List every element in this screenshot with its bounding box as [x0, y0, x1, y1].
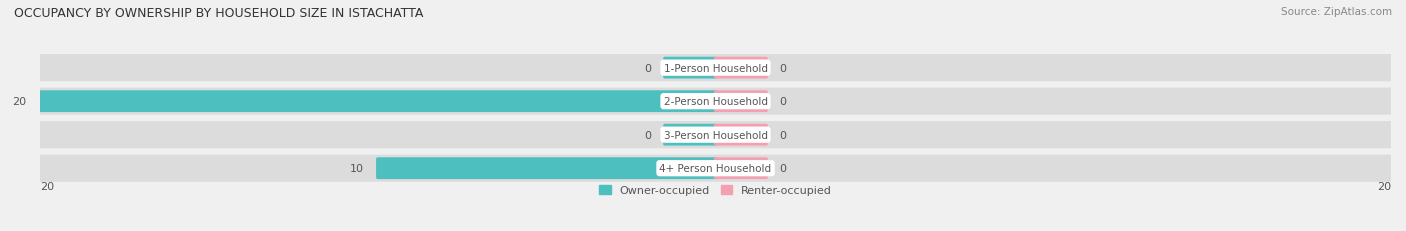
Text: 20: 20	[39, 181, 55, 191]
FancyBboxPatch shape	[375, 158, 717, 179]
Text: Source: ZipAtlas.com: Source: ZipAtlas.com	[1281, 7, 1392, 17]
Text: 20: 20	[13, 97, 27, 107]
FancyBboxPatch shape	[664, 124, 717, 146]
FancyBboxPatch shape	[714, 158, 768, 179]
Text: 0: 0	[644, 63, 651, 73]
FancyBboxPatch shape	[714, 58, 768, 79]
FancyBboxPatch shape	[39, 55, 1392, 82]
Text: 3-Person Household: 3-Person Household	[664, 130, 768, 140]
Text: 20: 20	[1376, 181, 1391, 191]
Text: 4+ Person Household: 4+ Person Household	[659, 164, 772, 173]
Text: 0: 0	[780, 63, 787, 73]
FancyBboxPatch shape	[38, 91, 717, 112]
Text: 0: 0	[780, 164, 787, 173]
Text: OCCUPANCY BY OWNERSHIP BY HOUSEHOLD SIZE IN ISTACHATTA: OCCUPANCY BY OWNERSHIP BY HOUSEHOLD SIZE…	[14, 7, 423, 20]
Text: 1-Person Household: 1-Person Household	[664, 63, 768, 73]
FancyBboxPatch shape	[664, 58, 717, 79]
FancyBboxPatch shape	[39, 88, 1392, 115]
Text: 10: 10	[350, 164, 364, 173]
Text: 0: 0	[780, 97, 787, 107]
Text: 0: 0	[644, 130, 651, 140]
FancyBboxPatch shape	[714, 91, 768, 112]
Legend: Owner-occupied, Renter-occupied: Owner-occupied, Renter-occupied	[595, 181, 837, 200]
FancyBboxPatch shape	[39, 155, 1392, 182]
FancyBboxPatch shape	[714, 124, 768, 146]
Text: 2-Person Household: 2-Person Household	[664, 97, 768, 107]
FancyBboxPatch shape	[39, 122, 1392, 149]
Text: 0: 0	[780, 130, 787, 140]
